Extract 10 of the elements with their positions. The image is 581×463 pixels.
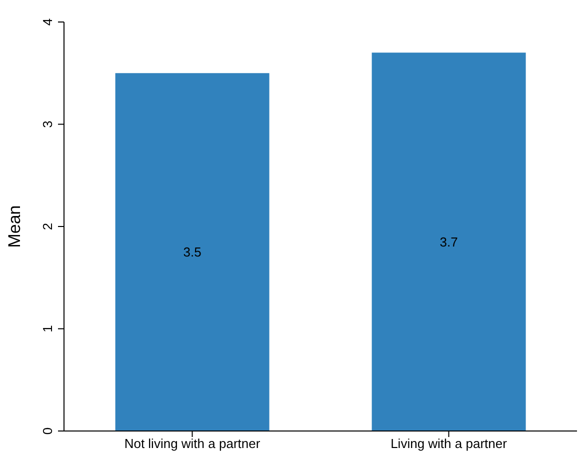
y-tick-label: 0 (40, 427, 55, 435)
y-axis-title: Mean (5, 205, 24, 248)
x-tick-label: Not living with a partner (124, 436, 261, 452)
y-tick-label: 1 (40, 325, 55, 332)
y-tick-label: 3 (40, 120, 55, 128)
data-label: 3.7 (440, 234, 458, 250)
y-tick-label: 2 (40, 222, 55, 230)
y-tick-label: 4 (40, 18, 55, 26)
x-tick-label: Living with a partner (390, 436, 508, 452)
data-label: 3.5 (183, 244, 202, 260)
